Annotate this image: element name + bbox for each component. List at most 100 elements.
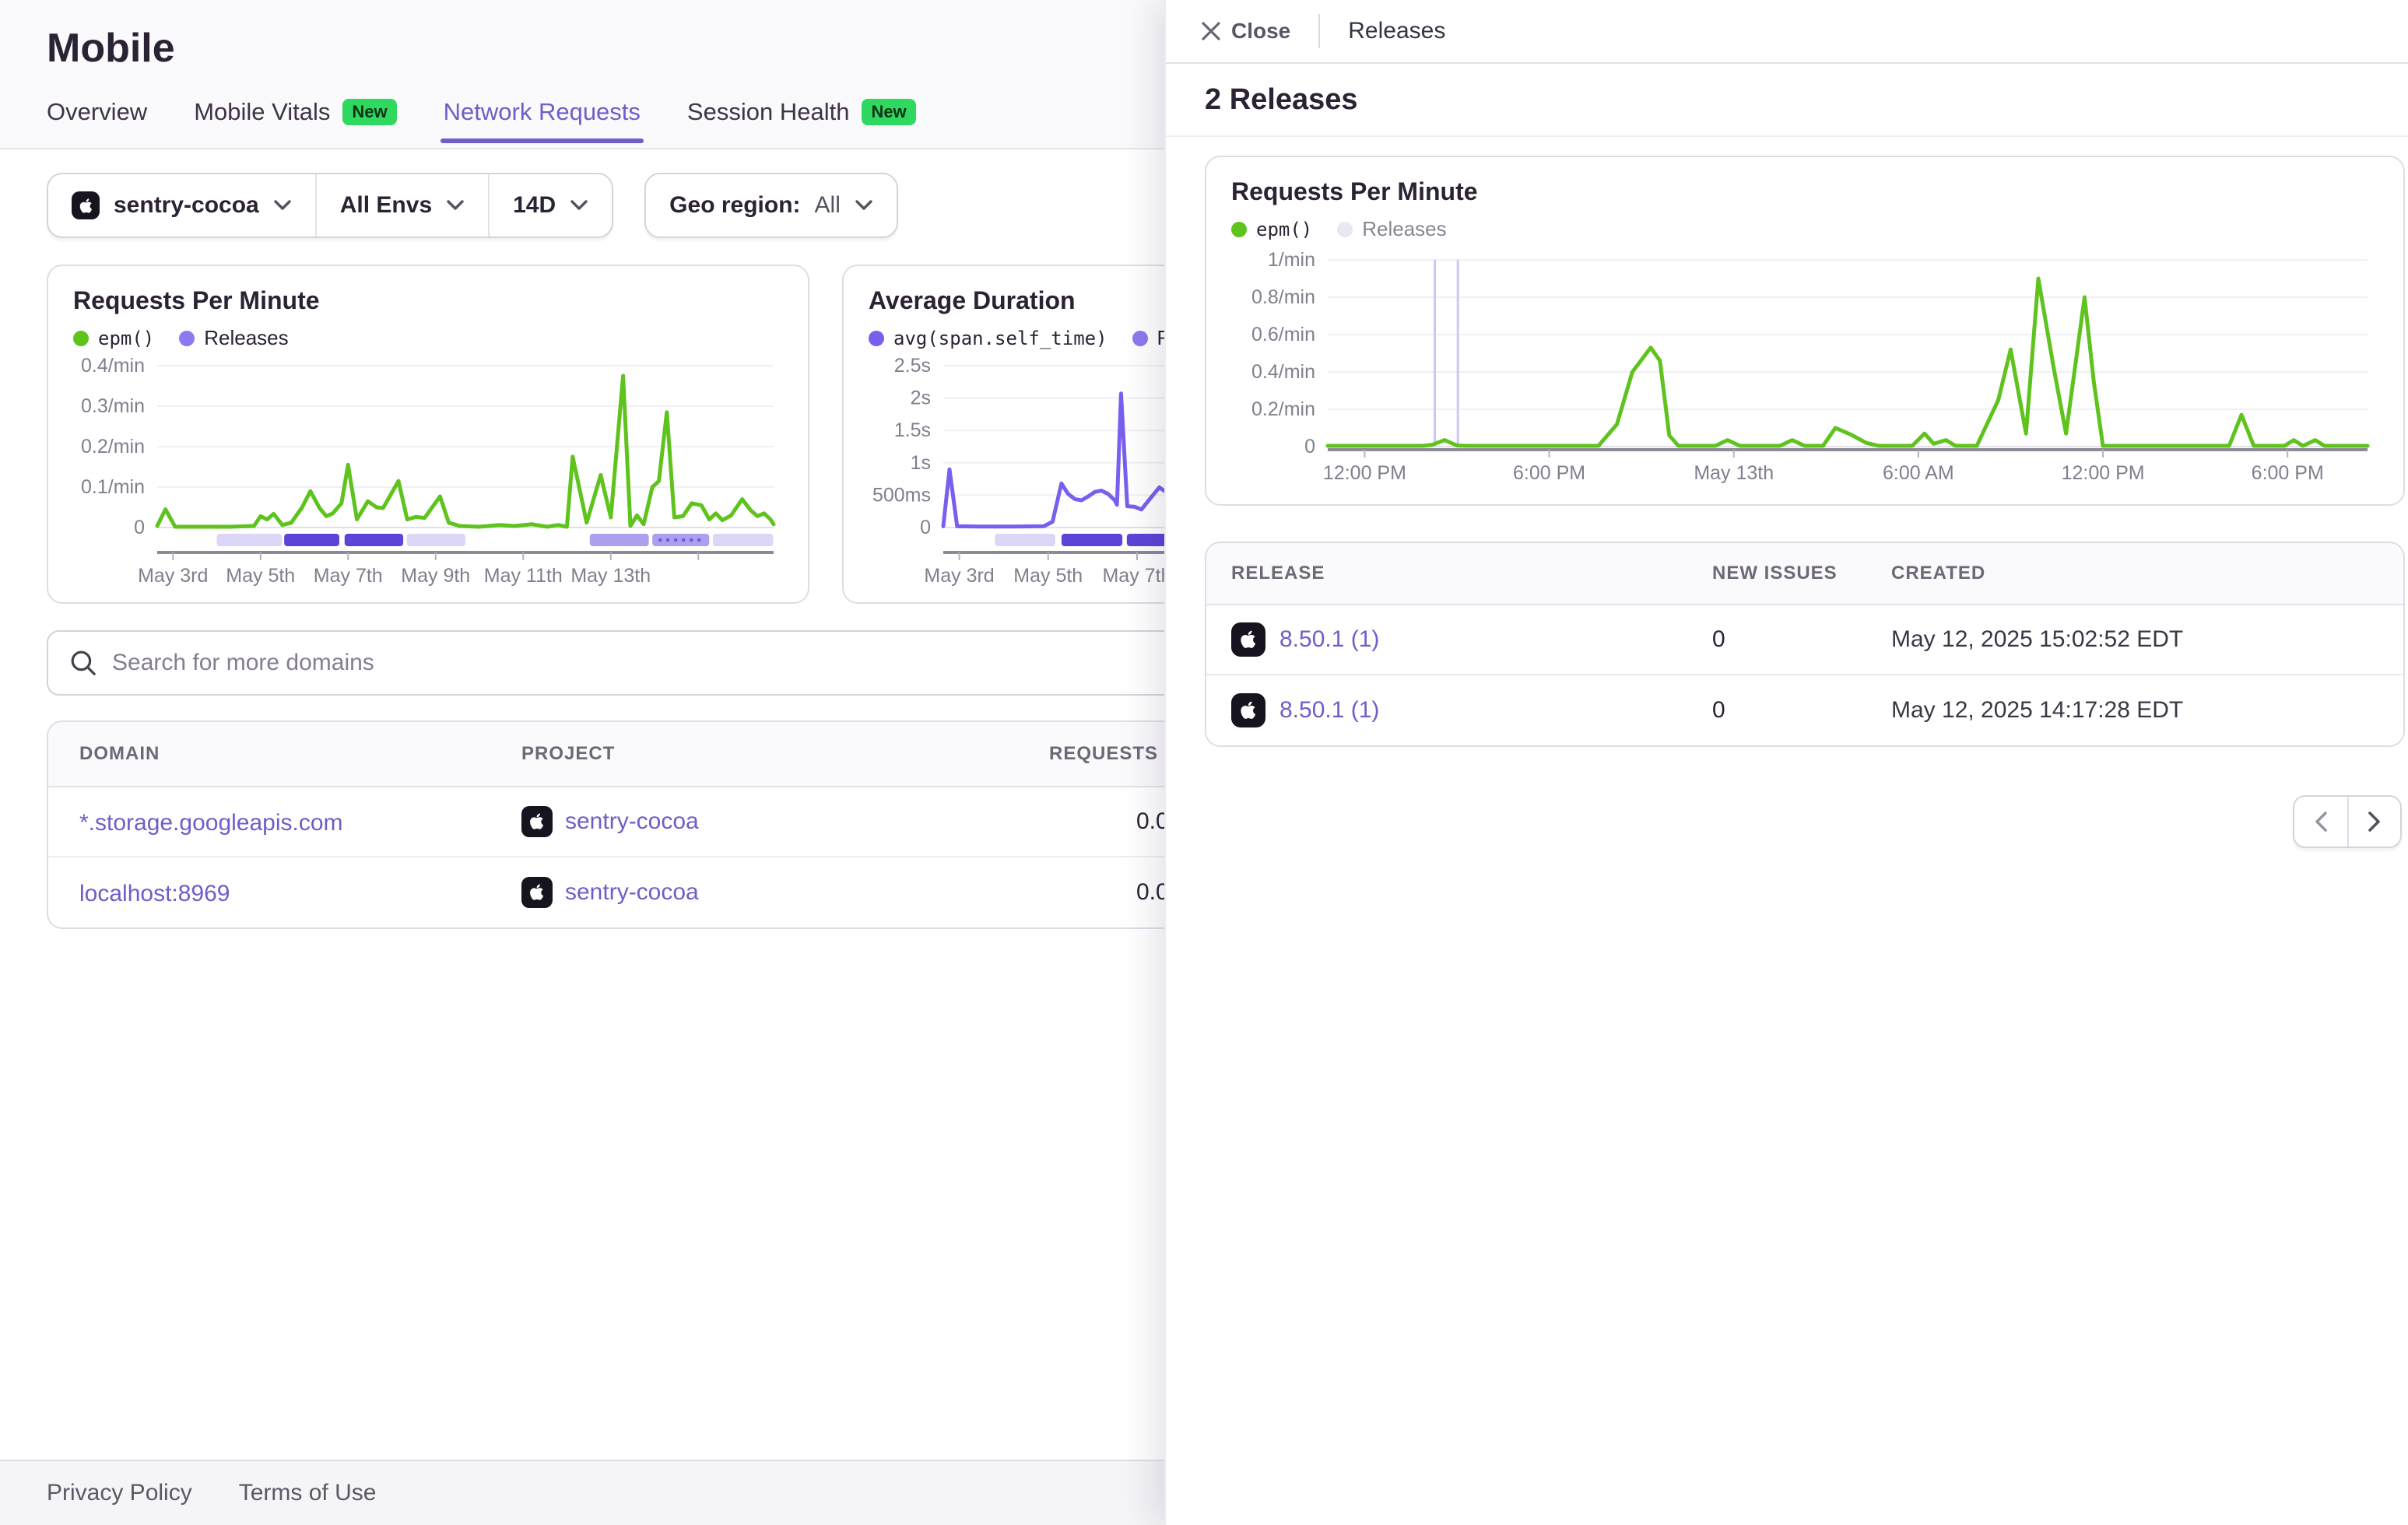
environment-filter-button[interactable]: All Envs <box>314 174 489 237</box>
table-row: 8.50.1 (1) 0 May 12, 2025 15:02:52 EDT <box>1206 605 2403 675</box>
tab-bar: Overview Mobile Vitals New Network Reque… <box>47 98 916 148</box>
svg-text:6:00 PM: 6:00 PM <box>2252 462 2324 484</box>
chart-title: Requests Per Minute <box>1231 177 1478 205</box>
geo-filter-value: All <box>814 192 841 218</box>
project-link[interactable]: sentry-cocoa <box>565 879 699 905</box>
legend-item-releases[interactable]: Releases <box>1337 217 1447 241</box>
releases-count-heading: 2 Releases <box>1205 82 1358 116</box>
series-dot <box>869 330 884 346</box>
svg-text:2s: 2s <box>911 387 931 409</box>
svg-text:12:00 PM: 12:00 PM <box>1323 462 1406 484</box>
date-range-filter-label: 14D <box>513 192 556 218</box>
column-header-release: RELEASE <box>1231 563 1325 584</box>
svg-text:0.4/min: 0.4/min <box>81 355 145 377</box>
chevron-down-icon <box>570 199 588 212</box>
svg-text:0: 0 <box>1304 436 1315 457</box>
release-link[interactable]: 8.50.1 (1) <box>1279 626 1380 652</box>
new-issues-value: 0 <box>1712 697 1725 723</box>
tab-label: Mobile Vitals <box>194 98 331 125</box>
series-dot <box>179 330 195 346</box>
requests-value: 0.0 <box>1136 808 1169 834</box>
terms-of-use-link[interactable]: Terms of Use <box>238 1480 377 1506</box>
new-badge: New <box>342 98 397 126</box>
table-row: localhost:8969 sentry-cocoa 0.0 <box>48 857 2364 927</box>
tab-network-requests[interactable]: Network Requests <box>440 98 644 148</box>
domain-link[interactable]: *.storage.googleapis.com <box>79 809 343 836</box>
series-dot <box>73 330 89 346</box>
apple-icon <box>1231 622 1265 657</box>
svg-text:May 3rd: May 3rd <box>138 565 208 587</box>
column-header-domain: DOMAIN <box>79 743 160 764</box>
chart-title: Requests Per Minute <box>73 286 320 314</box>
project-filter-button[interactable]: sentry-cocoa <box>48 174 315 237</box>
svg-text:6:00 PM: 6:00 PM <box>1513 462 1585 484</box>
svg-text:6:00 AM: 6:00 AM <box>1883 462 1954 484</box>
project-link[interactable]: sentry-cocoa <box>565 808 699 834</box>
search-icon <box>70 650 97 676</box>
new-issues-value: 0 <box>1712 626 1725 652</box>
legend-item-releases[interactable]: Releases <box>179 326 289 350</box>
svg-text:1.5s: 1.5s <box>894 419 931 441</box>
date-range-filter-button[interactable]: 14D <box>488 174 613 237</box>
chevron-right-icon <box>2368 811 2382 833</box>
rpm-chart: 0.4/min 0.3/min 0.2/min 0.1/min 0 May 3rd May … <box>73 353 783 605</box>
page-title: Mobile <box>47 26 175 71</box>
svg-text:May 9th: May 9th <box>401 565 470 587</box>
apple-icon <box>521 877 553 908</box>
release-link[interactable]: 8.50.1 (1) <box>1279 697 1380 723</box>
series-dot <box>1231 221 1247 237</box>
svg-text:0.2/min: 0.2/min <box>1251 398 1315 420</box>
created-value: May 12, 2025 15:02:52 EDT <box>1891 626 2184 652</box>
chart-legend: epm() Releases <box>73 326 783 350</box>
legend-item-epm[interactable]: epm() <box>1231 219 1312 240</box>
svg-text:0.4/min: 0.4/min <box>1251 361 1315 383</box>
privacy-policy-link[interactable]: Privacy Policy <box>47 1480 192 1506</box>
svg-text:500ms: 500ms <box>872 484 931 506</box>
project-filter-label: sentry-cocoa <box>114 192 259 218</box>
tab-overview[interactable]: Overview <box>47 98 147 148</box>
close-icon <box>1202 22 1220 40</box>
chevron-down-icon <box>273 199 292 212</box>
tab-label: Session Health <box>686 98 850 125</box>
filter-bar: sentry-cocoa All Envs 14D Geo region: Al… <box>47 173 898 238</box>
svg-text:1s: 1s <box>911 452 931 474</box>
svg-text:May 3rd: May 3rd <box>924 565 994 587</box>
svg-text:0: 0 <box>920 517 931 538</box>
previous-page-button[interactable] <box>2294 797 2347 847</box>
svg-text:2.5s: 2.5s <box>894 355 931 377</box>
svg-text:0.6/min: 0.6/min <box>1251 324 1315 345</box>
chevron-left-icon <box>2314 811 2328 833</box>
column-header-new-issues: NEW ISSUES <box>1712 563 1838 584</box>
tab-session-health[interactable]: Session Health New <box>687 98 916 148</box>
header-divider <box>1318 14 1321 48</box>
svg-text:May 7th: May 7th <box>314 565 383 587</box>
svg-text:12:00 PM: 12:00 PM <box>2062 462 2145 484</box>
svg-text:0.8/min: 0.8/min <box>1251 286 1315 308</box>
table-row: 8.50.1 (1) 0 May 12, 2025 14:17:28 EDT <box>1206 675 2403 745</box>
panel-breadcrumb: Releases <box>1348 18 1446 44</box>
releases-table-header: RELEASE NEW ISSUES CREATED <box>1206 543 2403 605</box>
series-dot <box>1132 330 1148 346</box>
column-header-created: CREATED <box>1891 563 1986 584</box>
close-label: Close <box>1231 19 1291 43</box>
close-button[interactable]: Close <box>1202 19 1290 44</box>
panel-requests-per-minute-card: Requests Per Minute epm() Releases 1/min… <box>1205 156 2405 506</box>
svg-text:May 13th: May 13th <box>570 565 651 587</box>
apple-icon <box>521 806 553 837</box>
legend-item-epm[interactable]: epm() <box>73 328 154 349</box>
releases-table: RELEASE NEW ISSUES CREATED 8.50.1 (1) 0 … <box>1205 542 2405 747</box>
new-badge: New <box>862 98 916 126</box>
requests-per-minute-card: Requests Per Minute epm() Releases 0.4/m… <box>47 265 809 604</box>
domain-link[interactable]: localhost:8969 <box>79 880 230 906</box>
panel-heading: 2 Releases <box>1166 64 2408 137</box>
tab-label: Network Requests <box>443 98 641 125</box>
page-filter-group: sentry-cocoa All Envs 14D <box>47 173 614 238</box>
geo-region-filter-button[interactable]: Geo region: All <box>646 174 897 237</box>
legend-item-avg-duration[interactable]: avg(span.self_time) <box>869 328 1107 349</box>
environment-filter-label: All Envs <box>339 192 433 218</box>
tab-mobile-vitals[interactable]: Mobile Vitals New <box>194 98 397 148</box>
requests-value: 0.0 <box>1136 879 1169 905</box>
panel-header: Close Releases <box>1166 0 2408 64</box>
next-page-button[interactable] <box>2347 797 2400 847</box>
